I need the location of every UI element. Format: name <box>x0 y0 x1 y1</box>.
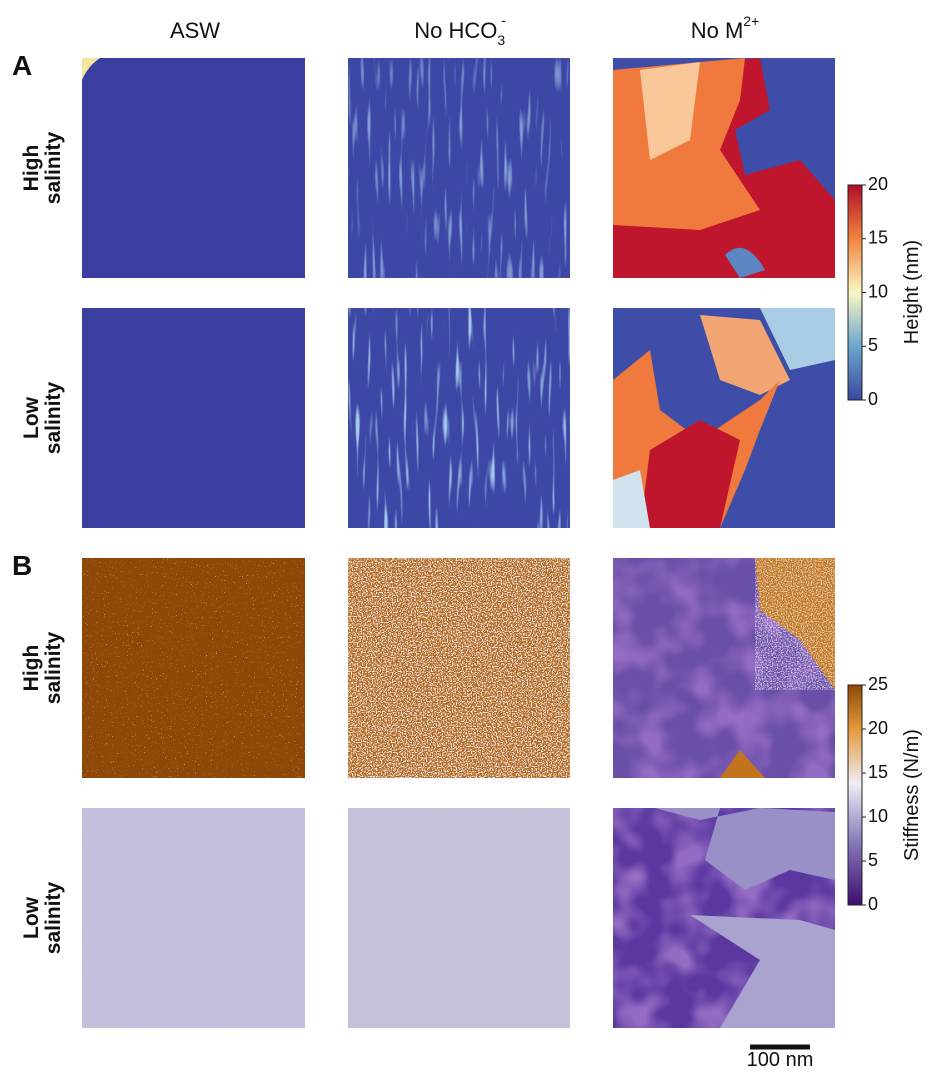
colorbar-tick-label: 0 <box>868 389 878 409</box>
panel-label: A <box>12 50 32 81</box>
figure: ABASWNo HCO3-No M2+HighsalinityLowsalini… <box>0 0 930 1072</box>
header-text: No M <box>691 18 744 43</box>
image-panel <box>82 308 305 528</box>
colorbar-label: Height (nm) <box>901 240 923 344</box>
image-panel <box>348 58 570 278</box>
colorbar-tick-label: 15 <box>868 762 888 782</box>
colorbar-tick-label: 20 <box>868 174 888 194</box>
row-label: High <box>20 645 43 692</box>
image-panel <box>613 558 835 778</box>
image-panel <box>613 58 835 278</box>
image-panel <box>348 808 570 1028</box>
panel-label: B <box>12 550 32 581</box>
colorbar-tick-label: 15 <box>868 228 888 248</box>
colorbar-tick-label: 10 <box>868 281 888 301</box>
row-label: salinity <box>42 632 65 705</box>
image-panel <box>613 308 835 528</box>
header-sup: 2+ <box>743 13 759 29</box>
colorbar <box>848 185 862 400</box>
scale-bar-label: 100 nm <box>747 1049 814 1071</box>
row-label: Low <box>20 396 43 439</box>
header-sub: 3 <box>497 32 505 48</box>
row-label: salinity <box>42 132 65 205</box>
row-label: salinity <box>42 882 65 955</box>
colorbar-label: Stiffness (N/m) <box>901 729 923 861</box>
header-text: ASW <box>170 18 220 43</box>
row-label: High <box>20 145 43 192</box>
image-panel <box>613 808 835 1028</box>
row-label: salinity <box>42 382 65 455</box>
column-header: No HCO3 - <box>414 12 506 48</box>
colorbar-tick-label: 0 <box>868 894 878 914</box>
colorbar-tick-label: 5 <box>868 335 878 355</box>
image-panel <box>348 558 570 778</box>
image-panel <box>82 58 305 278</box>
image-panel <box>348 308 570 528</box>
colorbar-tick-label: 10 <box>868 806 888 826</box>
image-panel <box>82 558 305 778</box>
column-header: No M2+ <box>691 13 760 43</box>
colorbar-tick-label: 20 <box>868 718 888 738</box>
colorbar <box>848 685 862 905</box>
row-label: Low <box>20 896 43 939</box>
image-panel <box>82 808 305 1028</box>
column-header: ASW <box>170 18 220 43</box>
header-sup: - <box>501 12 506 28</box>
colorbar-tick-label: 5 <box>868 850 878 870</box>
colorbar-tick-label: 25 <box>868 674 888 694</box>
header-text: No HCO <box>414 18 497 43</box>
